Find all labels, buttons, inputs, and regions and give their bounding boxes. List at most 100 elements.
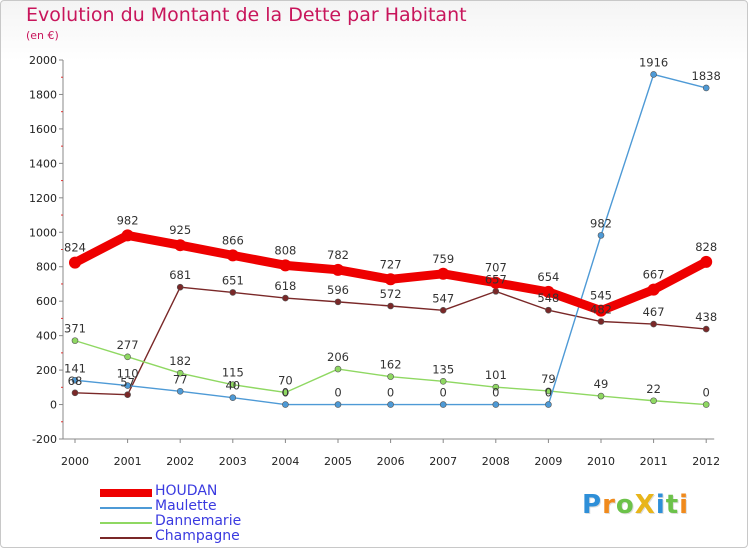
x-tick-label: 2006 xyxy=(377,455,405,468)
data-point-houdan xyxy=(174,239,187,252)
x-tick-label: 2003 xyxy=(219,455,247,468)
data-label-champagne: 57 xyxy=(120,376,135,390)
data-label-champagne: 547 xyxy=(432,291,454,305)
data-point-houdan xyxy=(647,283,660,296)
data-label-maulette: 0 xyxy=(492,386,499,400)
data-label-champagne: 482 xyxy=(590,303,612,317)
data-label-champagne: 572 xyxy=(380,287,402,301)
data-point-maulette xyxy=(545,401,552,408)
data-point-champagne xyxy=(492,288,500,295)
series-layer xyxy=(69,71,713,408)
data-point-houdan xyxy=(595,304,607,317)
data-point-maulette xyxy=(439,401,447,408)
data-point-houdan xyxy=(121,229,134,242)
data-point-champagne xyxy=(334,298,342,306)
data-label-dannemarie: 135 xyxy=(432,362,454,376)
legend-item-maulette: Maulette xyxy=(100,498,320,514)
data-point-dannemarie xyxy=(650,397,657,405)
x-tick-label: 2011 xyxy=(640,455,668,468)
data-point-maulette xyxy=(71,376,79,384)
y-tick-label: 1200 xyxy=(29,192,57,205)
data-point-houdan xyxy=(279,259,292,272)
data-label-maulette: 0 xyxy=(545,386,552,400)
data-label-houdan: 866 xyxy=(222,233,244,247)
data-point-maulette xyxy=(597,232,605,239)
data-point-houdan xyxy=(542,285,555,298)
data-point-champagne xyxy=(71,389,79,397)
y-tick-label: 1000 xyxy=(29,226,57,239)
data-label-houdan: 654 xyxy=(537,270,559,284)
legend-item-dannemarie: Dannemarie xyxy=(100,513,320,529)
data-label-maulette: 40 xyxy=(225,379,240,393)
x-tick-label: 2001 xyxy=(114,455,142,468)
data-label-champagne: 68 xyxy=(68,374,83,388)
data-point-maulette xyxy=(124,382,131,389)
y-tick-label: 1800 xyxy=(29,88,57,101)
chart-subtitle: (en €) xyxy=(26,29,59,42)
data-label-dannemarie: 101 xyxy=(485,368,507,382)
data-point-dannemarie xyxy=(71,337,79,344)
data-label-houdan: 667 xyxy=(643,268,665,282)
data-point-champagne xyxy=(439,307,447,314)
data-point-champagne xyxy=(387,302,394,310)
y-tick-label: 2000 xyxy=(29,54,57,67)
data-label-maulette: 0 xyxy=(282,386,289,400)
data-label-houdan: 982 xyxy=(117,213,139,227)
data-point-houdan xyxy=(489,276,502,289)
data-label-dannemarie: 206 xyxy=(327,350,349,364)
data-label-maulette: 110 xyxy=(117,367,139,381)
data-label-houdan: 925 xyxy=(169,223,191,237)
data-label-maulette: 0 xyxy=(387,386,394,400)
data-label-maulette: 0 xyxy=(440,386,447,400)
data-point-maulette xyxy=(282,401,289,408)
data-point-champagne xyxy=(176,283,184,291)
data-label-dannemarie: 22 xyxy=(646,382,661,396)
data-point-dannemarie xyxy=(387,373,394,380)
data-point-champagne xyxy=(702,325,710,333)
data-label-champagne: 548 xyxy=(537,291,559,305)
legend-swatch-houdan xyxy=(100,489,152,497)
data-label-champagne: 596 xyxy=(327,283,349,297)
y-tick-label: 800 xyxy=(36,261,57,274)
x-tick-label: 2009 xyxy=(534,455,562,468)
data-point-champagne xyxy=(229,289,237,296)
data-label-maulette: 982 xyxy=(590,216,612,230)
data-point-champagne xyxy=(650,320,657,328)
chart-axes: -200020040060080010001200140016001800200… xyxy=(29,54,720,468)
legend-item-champagne: Champagne xyxy=(100,528,320,544)
data-point-dannemarie xyxy=(124,353,131,361)
data-point-houdan xyxy=(437,267,450,280)
data-point-dannemarie xyxy=(282,389,289,396)
data-label-dannemarie: 79 xyxy=(541,372,556,386)
data-label-dannemarie: 70 xyxy=(278,373,293,387)
data-label-houdan: 824 xyxy=(64,241,86,255)
data-point-champagne xyxy=(545,306,552,314)
data-label-dannemarie: 182 xyxy=(169,354,191,368)
data-label-houdan: 808 xyxy=(274,243,296,257)
x-tick-label: 2010 xyxy=(587,455,615,468)
data-label-maulette: 0 xyxy=(334,386,341,400)
data-label-maulette: 1916 xyxy=(639,55,668,69)
data-label-dannemarie: 115 xyxy=(222,366,244,380)
data-point-maulette xyxy=(334,401,342,408)
data-point-dannemarie xyxy=(545,387,552,395)
x-tick-label: 2002 xyxy=(166,455,194,468)
data-label-houdan: 545 xyxy=(590,289,612,303)
y-tick-label: 200 xyxy=(36,364,57,377)
data-label-dannemarie: 162 xyxy=(380,358,402,372)
data-point-champagne xyxy=(597,318,605,325)
data-label-houdan: 707 xyxy=(485,261,507,275)
y-tick-label: 1400 xyxy=(29,157,57,170)
data-point-maulette xyxy=(176,387,184,395)
data-label-dannemarie: 371 xyxy=(64,322,86,336)
data-point-houdan xyxy=(69,256,81,269)
data-point-dannemarie xyxy=(439,377,447,385)
y-tick-label: 0 xyxy=(50,399,57,412)
data-point-maulette xyxy=(492,401,500,408)
data-label-houdan: 828 xyxy=(695,240,717,254)
data-point-champagne xyxy=(282,294,289,302)
data-point-dannemarie xyxy=(492,383,500,391)
data-point-dannemarie xyxy=(229,381,237,389)
data-point-dannemarie xyxy=(334,365,342,373)
data-point-champagne xyxy=(124,391,131,399)
